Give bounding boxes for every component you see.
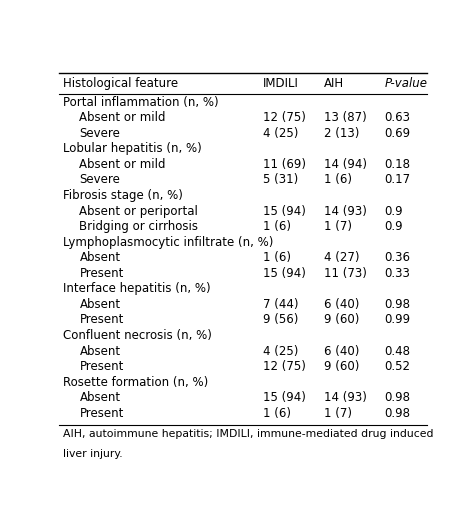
Text: 0.9: 0.9	[384, 205, 403, 218]
Text: 1 (6): 1 (6)	[324, 173, 352, 186]
Text: 9 (60): 9 (60)	[324, 313, 359, 326]
Text: 14 (94): 14 (94)	[324, 158, 367, 171]
Text: Absent or mild: Absent or mild	[80, 158, 166, 171]
Text: 1 (7): 1 (7)	[324, 220, 352, 233]
Text: 14 (93): 14 (93)	[324, 205, 366, 218]
Text: Present: Present	[80, 267, 124, 280]
Text: Absent: Absent	[80, 298, 120, 311]
Text: 0.36: 0.36	[384, 251, 410, 264]
Text: 0.98: 0.98	[384, 407, 410, 420]
Text: 4 (25): 4 (25)	[263, 127, 299, 140]
Text: Fibrosis stage (n, %): Fibrosis stage (n, %)	[63, 189, 183, 202]
Text: 1 (6): 1 (6)	[263, 407, 291, 420]
Text: 0.18: 0.18	[384, 158, 410, 171]
Text: Portal inflammation (n, %): Portal inflammation (n, %)	[63, 96, 219, 109]
Text: Bridging or cirrhosis: Bridging or cirrhosis	[80, 220, 199, 233]
Text: 0.48: 0.48	[384, 345, 410, 358]
Text: 4 (27): 4 (27)	[324, 251, 359, 264]
Text: 7 (44): 7 (44)	[263, 298, 299, 311]
Text: Histological feature: Histological feature	[63, 77, 178, 90]
Text: 14 (93): 14 (93)	[324, 392, 366, 404]
Text: 4 (25): 4 (25)	[263, 345, 299, 358]
Text: 13 (87): 13 (87)	[324, 111, 366, 124]
Text: 9 (56): 9 (56)	[263, 313, 299, 326]
Text: 9 (60): 9 (60)	[324, 360, 359, 373]
Text: 15 (94): 15 (94)	[263, 392, 306, 404]
Text: 0.9: 0.9	[384, 220, 403, 233]
Text: Absent or mild: Absent or mild	[80, 111, 166, 124]
Text: 5 (31): 5 (31)	[263, 173, 298, 186]
Text: 0.52: 0.52	[384, 360, 410, 373]
Text: 0.99: 0.99	[384, 313, 410, 326]
Text: 0.98: 0.98	[384, 392, 410, 404]
Text: Present: Present	[80, 407, 124, 420]
Text: 15 (94): 15 (94)	[263, 267, 306, 280]
Text: AIH: AIH	[324, 77, 344, 90]
Text: 1 (6): 1 (6)	[263, 251, 291, 264]
Text: 15 (94): 15 (94)	[263, 205, 306, 218]
Text: 2 (13): 2 (13)	[324, 127, 359, 140]
Text: Absent: Absent	[80, 345, 120, 358]
Text: 6 (40): 6 (40)	[324, 345, 359, 358]
Text: Absent or periportal: Absent or periportal	[80, 205, 198, 218]
Text: 0.98: 0.98	[384, 298, 410, 311]
Text: Absent: Absent	[80, 392, 120, 404]
Text: Interface hepatitis (n, %): Interface hepatitis (n, %)	[63, 282, 210, 295]
Text: Absent: Absent	[80, 251, 120, 264]
Text: 11 (73): 11 (73)	[324, 267, 366, 280]
Text: 12 (75): 12 (75)	[263, 111, 306, 124]
Text: Rosette formation (n, %): Rosette formation (n, %)	[63, 376, 208, 389]
Text: 12 (75): 12 (75)	[263, 360, 306, 373]
Text: 0.69: 0.69	[384, 127, 410, 140]
Text: 0.33: 0.33	[384, 267, 410, 280]
Text: Present: Present	[80, 313, 124, 326]
Text: liver injury.: liver injury.	[63, 448, 123, 458]
Text: 0.63: 0.63	[384, 111, 410, 124]
Text: AIH, autoimmune hepatitis; IMDILI, immune-mediated drug induced: AIH, autoimmune hepatitis; IMDILI, immun…	[63, 429, 433, 439]
Text: Present: Present	[80, 360, 124, 373]
Text: 1 (7): 1 (7)	[324, 407, 352, 420]
Text: Severe: Severe	[80, 173, 120, 186]
Text: 0.17: 0.17	[384, 173, 410, 186]
Text: Lobular hepatitis (n, %): Lobular hepatitis (n, %)	[63, 143, 201, 155]
Text: P-value: P-value	[384, 77, 428, 90]
Text: Confluent necrosis (n, %): Confluent necrosis (n, %)	[63, 329, 212, 342]
Text: Severe: Severe	[80, 127, 120, 140]
Text: Lymphoplasmocytic infiltrate (n, %): Lymphoplasmocytic infiltrate (n, %)	[63, 235, 273, 248]
Text: 11 (69): 11 (69)	[263, 158, 306, 171]
Text: IMDILI: IMDILI	[263, 77, 299, 90]
Text: 1 (6): 1 (6)	[263, 220, 291, 233]
Text: 6 (40): 6 (40)	[324, 298, 359, 311]
